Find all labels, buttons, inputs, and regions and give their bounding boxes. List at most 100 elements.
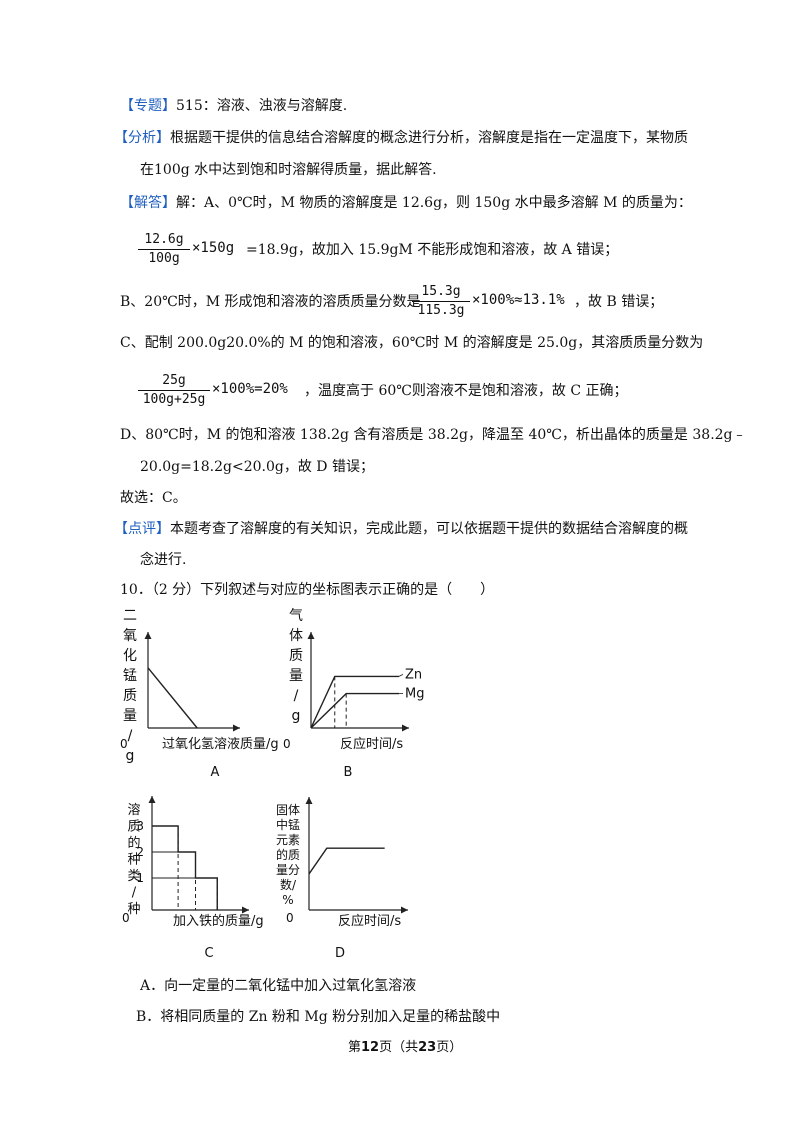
ylabel-row: 种 bbox=[127, 853, 140, 868]
fraction-b: 15.3g 115.3g bbox=[412, 283, 470, 320]
footer-mid: 页（共 bbox=[379, 1040, 419, 1055]
ylabel-char: 锰 bbox=[123, 668, 137, 684]
fraction-b-numerator: 15.3g bbox=[412, 283, 470, 302]
x-axis-label: 反应时间/s bbox=[340, 736, 403, 752]
origin-label: 0 bbox=[120, 737, 128, 751]
answer-intro: 【解答】解：A、0℃时，M 物质的溶解度是 12.6g，则 150g 水中最多溶… bbox=[120, 193, 692, 213]
answer-a-rest: =18.9g，故加入 15.9gM 不能形成饱和溶液，故 A 错误； bbox=[246, 242, 619, 258]
y-tick-label: 2 bbox=[136, 845, 144, 859]
analysis-text-1: 根据题干提供的信息结合溶解度的概念进行分析，溶解度是指在一定温度下，某物质 bbox=[170, 130, 688, 146]
comment-text-1: 本题考查了溶解度的有关知识，完成此题，可以依据题干提供的数据结合溶解度的概 bbox=[170, 521, 688, 537]
ylabel-row: 量分 bbox=[276, 863, 300, 877]
analysis-line-2: 在100g 水中达到饱和时溶解得质量，据此解答. bbox=[140, 162, 437, 178]
fraction-c: 25g 100g+25g bbox=[138, 372, 210, 409]
ylabel-char: 氧 bbox=[123, 628, 137, 644]
ylabel-char: / bbox=[294, 688, 299, 704]
chart-caption: A bbox=[211, 765, 220, 780]
answer-c-line: C、配制 200.0g20.0%的 M 的饱和溶液，60℃时 M 的溶解度是 2… bbox=[120, 335, 704, 351]
ylabel-row: 中锰 bbox=[276, 817, 300, 832]
comment-line-1: 【点评】本题考查了溶解度的有关知识，完成此题，可以依据题干提供的数据结合溶解度的… bbox=[114, 519, 688, 539]
answer-choice: 故选：C。 bbox=[120, 490, 187, 506]
option-a: A．向一定量的二氧化锰中加入过氧化氢溶液 bbox=[140, 978, 417, 994]
ylabel-char: 量 bbox=[123, 708, 137, 724]
ylabel-row: 类 bbox=[127, 869, 140, 884]
series-line bbox=[147, 667, 198, 729]
answer-c-rest: ，温度高于 60℃则溶液不是饱和溶液，故 C 正确； bbox=[304, 383, 628, 399]
answer-b-post: ，故 B 错误； bbox=[574, 294, 664, 310]
ylabel-char: g bbox=[292, 708, 301, 724]
fraction-c-multiplier: ×100%=20% bbox=[212, 381, 288, 397]
ylabel-row: 固体 bbox=[276, 803, 300, 817]
fraction-b-denominator: 115.3g bbox=[417, 303, 465, 318]
ylabel-char: g bbox=[126, 748, 135, 764]
fraction-b-multiplier: ×100%≈13.1% bbox=[472, 292, 565, 308]
answer-d-line-1: D、80℃时，M 的饱和溶液 138.2g 含有溶质是 38.2g，降温至 40… bbox=[120, 427, 747, 443]
analysis-tag: 【分析】 bbox=[114, 130, 170, 146]
question-stem: 10．（2 分）下列叙述与对应的坐标图表示正确的是（ ） bbox=[120, 582, 495, 598]
ylabel-char: 质 bbox=[289, 648, 303, 664]
ylabel-char: / bbox=[128, 728, 133, 744]
answer-tag: 【解答】 bbox=[120, 195, 176, 211]
ylabel-row: 种 bbox=[127, 902, 140, 917]
analysis-line-1: 【分析】根据题干提供的信息结合溶解度的概念进行分析，溶解度是指在一定温度下，某物… bbox=[114, 128, 688, 148]
chart-caption: B bbox=[344, 765, 353, 780]
fraction-a-numerator: 12.6g bbox=[138, 231, 190, 250]
series-label: Zn bbox=[405, 667, 422, 682]
ylabel-char: 气 bbox=[289, 608, 303, 624]
option-b: B．将相同质量的 Zn 粉和 Mg 粉分别加入足量的稀盐酸中 bbox=[136, 1009, 501, 1025]
series-line bbox=[308, 847, 385, 875]
x-axis-label: 过氧化氢溶液质量/g bbox=[162, 737, 279, 752]
origin-label: 0 bbox=[286, 911, 294, 925]
footer-prefix: 第 bbox=[348, 1040, 362, 1055]
y-tick-label: 1 bbox=[136, 871, 144, 885]
answer-intro-text: 解：A、0℃时，M 物质的溶解度是 12.6g，则 150g 水中最多溶解 M … bbox=[176, 195, 692, 211]
origin-label: 0 bbox=[283, 737, 291, 751]
ylabel-char: 化 bbox=[123, 648, 137, 664]
ylabel-row: 质 bbox=[127, 820, 140, 835]
topic-line: 【专题】515：溶液、浊液与溶解度. bbox=[120, 96, 347, 116]
topic-text: 515：溶液、浊液与溶解度. bbox=[176, 98, 348, 114]
chart-caption: D bbox=[335, 946, 345, 961]
comment-line-2: 念进行. bbox=[140, 552, 187, 568]
answer-d-line-2: 20.0g=18.2g<20.0g，故 D 错误； bbox=[140, 459, 374, 475]
series-line bbox=[310, 675, 399, 729]
ylabel-row: 的 bbox=[127, 835, 140, 851]
fraction-a-multiplier: ×150g bbox=[192, 240, 235, 256]
series-label: Mg bbox=[405, 687, 424, 702]
ylabel-char: 质 bbox=[123, 688, 137, 704]
comment-tag: 【点评】 bbox=[114, 521, 170, 537]
ylabel-char: 二 bbox=[123, 608, 137, 624]
ylabel-char: 量 bbox=[289, 668, 303, 684]
ylabel-row: 溶 bbox=[127, 803, 140, 818]
topic-tag: 【专题】 bbox=[120, 98, 176, 114]
fraction-a-denominator: 100g bbox=[148, 251, 180, 266]
legend-leader bbox=[398, 674, 404, 677]
fraction-a: 12.6g 100g bbox=[138, 231, 190, 268]
ylabel-char: 体 bbox=[289, 628, 303, 644]
footer-page: 12 bbox=[361, 1040, 380, 1055]
ylabel-row: / bbox=[132, 886, 137, 901]
page-footer: 第12页（共23页） bbox=[348, 1036, 462, 1055]
fraction-c-numerator: 25g bbox=[138, 372, 210, 391]
fraction-c-denominator: 100g+25g bbox=[142, 392, 206, 407]
x-axis-label: 加入铁的质量/g bbox=[173, 913, 264, 929]
x-axis-label: 反应时间/s bbox=[338, 913, 401, 929]
ylabel-row: 数/ bbox=[280, 877, 297, 892]
answer-b-pre: B、20℃时，M 形成饱和溶液的溶质质量分数是 bbox=[120, 294, 421, 310]
ylabel-row: % bbox=[282, 893, 293, 907]
series-line bbox=[152, 825, 218, 910]
origin-label: 0 bbox=[122, 911, 130, 925]
y-tick-label: 3 bbox=[136, 819, 144, 833]
ylabel-row: 的质 bbox=[276, 847, 300, 862]
footer-total: 23 bbox=[418, 1040, 437, 1055]
chart-caption: C bbox=[204, 946, 213, 961]
footer-suffix: 页） bbox=[436, 1040, 463, 1055]
ylabel-row: 元素 bbox=[276, 833, 300, 847]
